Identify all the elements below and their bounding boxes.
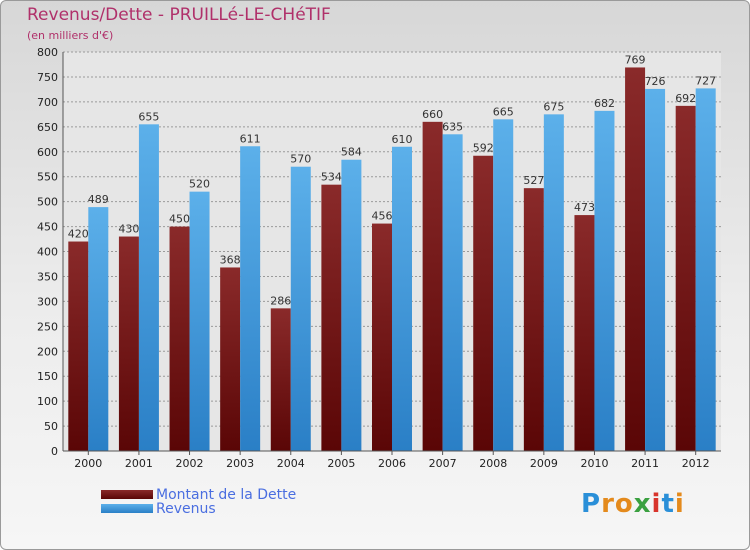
legend-swatch-revenus bbox=[101, 504, 153, 513]
data-label-dette: 473 bbox=[574, 201, 595, 214]
x-tick-label: 2008 bbox=[479, 457, 507, 470]
data-label-dette: 286 bbox=[270, 294, 291, 307]
bar-dette bbox=[270, 308, 291, 451]
y-tick-label: 300 bbox=[37, 295, 58, 308]
bar-dette bbox=[422, 121, 443, 451]
x-tick-label: 2010 bbox=[580, 457, 608, 470]
y-tick-label: 150 bbox=[37, 370, 58, 383]
bar-dette bbox=[169, 226, 190, 451]
y-tick-label: 100 bbox=[37, 395, 58, 408]
y-tick-label: 750 bbox=[37, 71, 58, 84]
logo-letter: t bbox=[661, 489, 675, 519]
y-tick-label: 350 bbox=[37, 270, 58, 283]
y-tick-label: 650 bbox=[37, 121, 58, 134]
y-tick-label: 550 bbox=[37, 171, 58, 184]
bar-dette bbox=[625, 67, 646, 452]
legend-label-dette: Montant de la Dette bbox=[156, 487, 297, 503]
x-tick-label: 2005 bbox=[327, 457, 355, 470]
bar-revenus bbox=[189, 191, 210, 451]
bar-revenus bbox=[138, 124, 159, 451]
x-tick-label: 2009 bbox=[530, 457, 558, 470]
data-label-revenus: 727 bbox=[695, 74, 716, 87]
bar-revenus bbox=[594, 110, 615, 451]
data-label-revenus: 570 bbox=[290, 153, 311, 166]
bar-dette bbox=[68, 241, 89, 451]
data-label-dette: 660 bbox=[422, 108, 443, 121]
y-tick-label: 450 bbox=[37, 221, 58, 234]
bar-revenus bbox=[442, 134, 463, 451]
data-label-dette: 420 bbox=[68, 228, 89, 241]
x-tick-label: 2004 bbox=[277, 457, 305, 470]
legend-label-revenus: Revenus bbox=[156, 501, 216, 517]
data-label-revenus: 726 bbox=[645, 75, 666, 88]
data-label-dette: 368 bbox=[220, 253, 241, 266]
bar-dette bbox=[372, 223, 392, 451]
bar-dette bbox=[675, 105, 696, 452]
logo-letter: o bbox=[614, 489, 634, 519]
bar-dette bbox=[118, 236, 139, 451]
data-label-dette: 456 bbox=[372, 210, 393, 223]
bar-revenus bbox=[290, 166, 311, 451]
data-label-revenus: 655 bbox=[138, 110, 159, 123]
data-label-dette: 450 bbox=[169, 213, 190, 226]
data-label-revenus: 665 bbox=[493, 105, 514, 118]
y-tick-label: 400 bbox=[37, 246, 58, 259]
data-label-dette: 692 bbox=[675, 92, 696, 105]
x-tick-label: 2001 bbox=[125, 457, 153, 470]
logo-letter: P bbox=[581, 489, 602, 519]
legend-swatch-dette bbox=[101, 490, 153, 499]
y-tick-label: 50 bbox=[44, 420, 58, 433]
y-tick-label: 0 bbox=[51, 445, 58, 458]
logo-letter: r bbox=[601, 489, 615, 519]
proxiti-logo: Proxiti bbox=[581, 489, 685, 519]
bar-revenus bbox=[645, 88, 666, 451]
data-label-revenus: 610 bbox=[392, 133, 413, 146]
bar-revenus bbox=[392, 146, 412, 451]
bar-dette bbox=[321, 184, 342, 452]
y-tick-label: 700 bbox=[37, 96, 58, 109]
logo-letter: i bbox=[674, 489, 685, 519]
data-label-dette: 534 bbox=[321, 171, 342, 184]
bar-revenus bbox=[543, 114, 564, 451]
y-tick-label: 600 bbox=[37, 146, 58, 159]
bar-dette bbox=[473, 155, 494, 452]
chart-title: Revenus/Dette - PRUILLé-LE-CHéTIF bbox=[27, 5, 331, 25]
data-label-revenus: 489 bbox=[88, 193, 109, 206]
bar-revenus bbox=[493, 119, 514, 452]
y-tick-label: 800 bbox=[37, 46, 58, 59]
x-tick-label: 2012 bbox=[682, 457, 710, 470]
x-tick-label: 2006 bbox=[378, 457, 406, 470]
bar-dette bbox=[523, 188, 544, 451]
data-label-revenus: 682 bbox=[594, 97, 615, 110]
data-label-revenus: 675 bbox=[543, 100, 564, 113]
x-tick-label: 2002 bbox=[176, 457, 204, 470]
data-label-dette: 527 bbox=[523, 174, 544, 187]
data-label-dette: 769 bbox=[625, 53, 646, 66]
y-tick-label: 500 bbox=[37, 196, 58, 209]
y-tick-label: 250 bbox=[37, 320, 58, 333]
y-tick-label: 200 bbox=[37, 345, 58, 358]
x-tick-label: 2011 bbox=[631, 457, 659, 470]
bar-revenus bbox=[341, 159, 362, 452]
x-tick-label: 2003 bbox=[226, 457, 254, 470]
bar-revenus bbox=[695, 88, 716, 451]
bar-dette bbox=[574, 215, 595, 451]
data-label-revenus: 635 bbox=[442, 120, 463, 133]
logo-letter: i bbox=[651, 489, 662, 519]
data-label-revenus: 611 bbox=[240, 132, 261, 145]
x-tick-label: 2007 bbox=[429, 457, 457, 470]
bar-revenus bbox=[240, 146, 261, 452]
bar-dette bbox=[220, 267, 241, 451]
data-label-revenus: 520 bbox=[189, 178, 210, 191]
bar-revenus bbox=[88, 207, 109, 451]
chart-subtitle: (en milliers d'€) bbox=[27, 29, 114, 42]
data-label-dette: 430 bbox=[118, 223, 139, 236]
data-label-dette: 592 bbox=[473, 142, 494, 155]
logo-letter: x bbox=[633, 489, 652, 519]
x-tick-label: 2000 bbox=[74, 457, 102, 470]
data-label-revenus: 584 bbox=[341, 146, 362, 159]
